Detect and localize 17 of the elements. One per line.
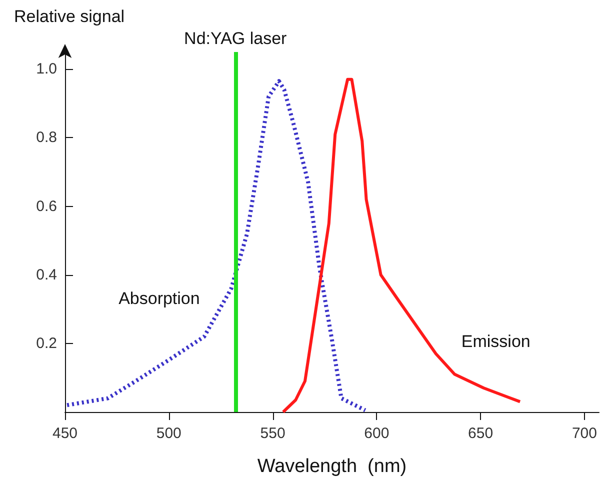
x-tick-label: 700	[572, 425, 597, 442]
x-tick-label: 450	[52, 425, 78, 442]
series-label: Emission	[461, 332, 530, 352]
x-tick-label: 650	[468, 425, 494, 442]
x-tick-label: 600	[364, 425, 390, 442]
line-series	[65, 79, 368, 412]
series-label: Absorption	[118, 289, 200, 308]
ref-line-label: Nd:YAG laser	[184, 29, 288, 48]
y-tick-label: 1.0	[36, 60, 57, 78]
y-tick-label: 0.8	[36, 129, 57, 146]
y-axis-title: Relative signal	[14, 7, 125, 26]
y-tick-label: 0.4	[36, 266, 57, 284]
x-tick-label: 550	[260, 425, 286, 442]
x-tick-label: 500	[156, 425, 182, 442]
y-tick-label: 0.2	[36, 334, 57, 352]
y-tick-label: 0.6	[36, 198, 57, 215]
x-axis-title: Wavelength (nm)	[257, 456, 407, 477]
